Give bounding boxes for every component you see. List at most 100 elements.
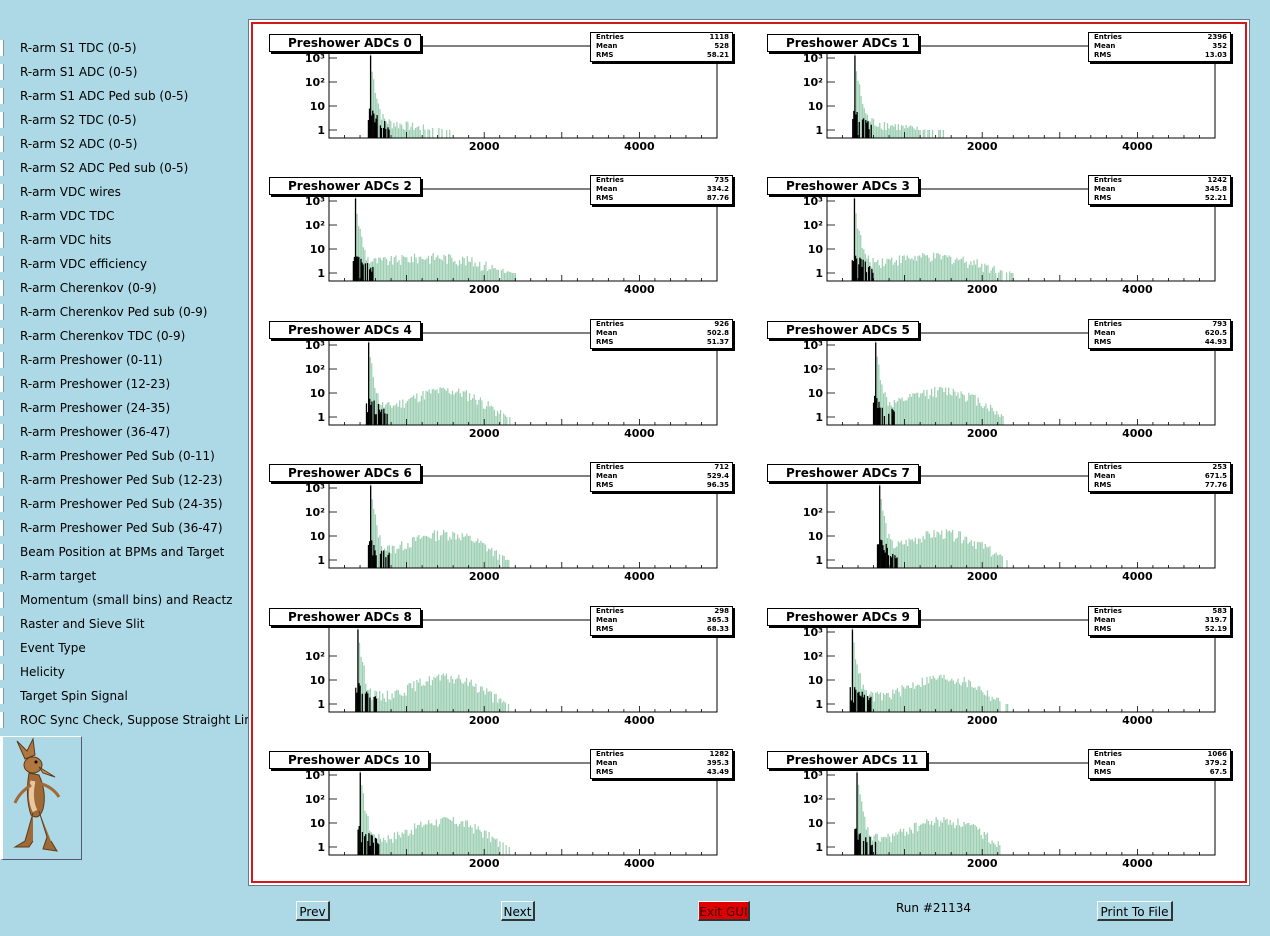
histogram-bin: [399, 264, 402, 281]
histogram-bin: [500, 270, 503, 281]
sidebar-item[interactable]: Helicity: [0, 660, 258, 684]
sidebar-item[interactable]: Target Spin Signal: [0, 684, 258, 708]
next-button[interactable]: Next: [501, 901, 535, 921]
sidebar-item[interactable]: R-arm Preshower (0-11): [0, 348, 258, 372]
sidebar-item[interactable]: Event Type: [0, 636, 258, 660]
sidebar-item[interactable]: R-arm Preshower Ped Sub (12-23): [0, 468, 258, 492]
sidebar-item[interactable]: R-arm S2 ADC (0-5): [0, 132, 258, 156]
sidebar-item[interactable]: R-arm Preshower Ped Sub (24-35): [0, 492, 258, 516]
stats-row-mean: Mean 529.4: [591, 472, 732, 481]
histogram-bin: [915, 822, 917, 855]
histogram-bin: [955, 538, 957, 568]
sidebar-item[interactable]: Raster and Sieve Slit: [0, 612, 258, 636]
histogram-bin: [909, 687, 911, 712]
histogram-bin: [901, 255, 904, 281]
sidebar-item[interactable]: R-arm S2 TDC (0-5): [0, 108, 258, 132]
stats-value: 87.76: [706, 194, 729, 202]
stats-value: 735: [714, 176, 729, 184]
sidebar-item[interactable]: R-arm S1 ADC Ped sub (0-5): [0, 84, 258, 108]
sidebar-item[interactable]: Momentum (small bins) and Reactz: [0, 588, 258, 612]
histogram-bin: [879, 380, 882, 425]
histogram-bin: [402, 550, 404, 568]
histogram-bin: [413, 130, 415, 138]
histogram-bin: [973, 260, 975, 281]
prev-button[interactable]: Prev: [296, 901, 330, 921]
histogram-bin: [889, 697, 891, 712]
sidebar-item[interactable]: ROC Sync Check, Suppose Straight Lines: [0, 708, 265, 732]
histogram-bin: [432, 253, 434, 281]
sidebar-item[interactable]: R-arm target: [0, 564, 258, 588]
y-tick-label: 1: [815, 554, 823, 567]
histogram-bin: [489, 690, 491, 712]
histogram-bin: [980, 690, 982, 712]
histogram-bin: [438, 824, 441, 855]
histogram-bin: [957, 818, 959, 855]
histogram-bin: [975, 548, 977, 568]
histogram-bin: [476, 692, 479, 712]
histogram-bin: [897, 265, 899, 281]
print-to-file-button[interactable]: Print To File: [1097, 901, 1173, 921]
histogram-bin: [904, 400, 906, 425]
sidebar-item[interactable]: R-arm Preshower (12-23): [0, 372, 258, 396]
histogram-bin: [919, 538, 921, 568]
sidebar-item[interactable]: R-arm VDC hits: [0, 228, 258, 252]
histogram-plot: 2000 4000 1 10 10² 10³: [803, 619, 1216, 727]
sidebar-item[interactable]: R-arm VDC wires: [0, 180, 258, 204]
sidebar-item[interactable]: R-arm VDC efficiency: [0, 252, 258, 276]
sidebar-item[interactable]: R-arm Preshower Ped Sub (0-11): [0, 444, 258, 468]
histogram-bin: [985, 695, 987, 712]
stats-label: RMS: [596, 338, 614, 346]
histogram-bin: [860, 96, 862, 138]
histogram-bin: [985, 403, 987, 425]
stats-label: RMS: [1094, 625, 1112, 633]
histogram-bin: [383, 698, 385, 712]
stats-value: 2396: [1207, 33, 1227, 41]
histogram-bin: [872, 257, 874, 281]
stats-box: Entries 298 Mean 365.3 RMS 68.33: [590, 606, 733, 636]
histogram-bin: [969, 395, 972, 425]
histogram-bin: [490, 842, 492, 855]
histogram-bin: [965, 824, 967, 855]
sidebar-item[interactable]: R-arm Cherenkov Ped sub (0-9): [0, 300, 258, 324]
sidebar-item[interactable]: R-arm Cherenkov TDC (0-9): [0, 324, 258, 348]
sidebar-item[interactable]: R-arm S1 ADC (0-5): [0, 60, 258, 84]
histogram-bin: [449, 536, 451, 568]
histogram-bin: [393, 697, 395, 712]
histogram-bin: [449, 130, 451, 138]
histogram-bin: [936, 531, 938, 568]
sidebar-item[interactable]: R-arm S1 TDC (0-5): [0, 36, 258, 60]
stats-row-entries: Entries 583: [1089, 607, 1230, 616]
histogram-bin: [1002, 416, 1004, 425]
x-tick-label: 2000: [469, 283, 500, 296]
histogram-bin: [921, 677, 923, 712]
histogram-bin: [910, 829, 912, 855]
histogram-bin: [998, 554, 1000, 568]
exit-gui-button[interactable]: Exit GUI: [698, 901, 750, 921]
y-tick-label: 1: [815, 411, 823, 424]
sidebar-item[interactable]: R-arm Preshower Ped Sub (36-47): [0, 516, 258, 540]
y-tick-label: 10: [808, 817, 824, 830]
x-tick-label: 4000: [624, 857, 655, 870]
sidebar-item[interactable]: R-arm VDC TDC: [0, 204, 258, 228]
sidebar-item[interactable]: R-arm Preshower (24-35): [0, 396, 258, 420]
histogram-bin: [988, 411, 990, 425]
stats-label: Entries: [1094, 750, 1122, 758]
sidebar-item[interactable]: Beam Position at BPMs and Target: [0, 540, 258, 564]
sidebar-item[interactable]: R-arm S2 ADC Ped sub (0-5): [0, 156, 258, 180]
histogram-bin: [917, 684, 919, 712]
histogram-bin: [968, 822, 970, 855]
histogram-bin: [953, 262, 955, 281]
histogram-bin: [388, 699, 390, 712]
histogram-bin: [915, 392, 917, 425]
stats-label: Mean: [596, 185, 618, 193]
histogram-bin: [420, 395, 423, 425]
sidebar-item[interactable]: R-arm Preshower (36-47): [0, 420, 258, 444]
histogram-bin: [918, 397, 920, 425]
sidebar-item[interactable]: R-arm Cherenkov (0-9): [0, 276, 258, 300]
stats-value: 671.5: [1204, 472, 1227, 480]
histogram-bin: [451, 820, 453, 855]
stats-label: Mean: [1094, 616, 1116, 624]
histogram-pad: 2000 4000 1 10 10² 10³ Preshower ADCs 0 Entries…: [253, 24, 748, 166]
histogram-bin: [430, 685, 432, 712]
histogram-bin: [864, 816, 866, 855]
